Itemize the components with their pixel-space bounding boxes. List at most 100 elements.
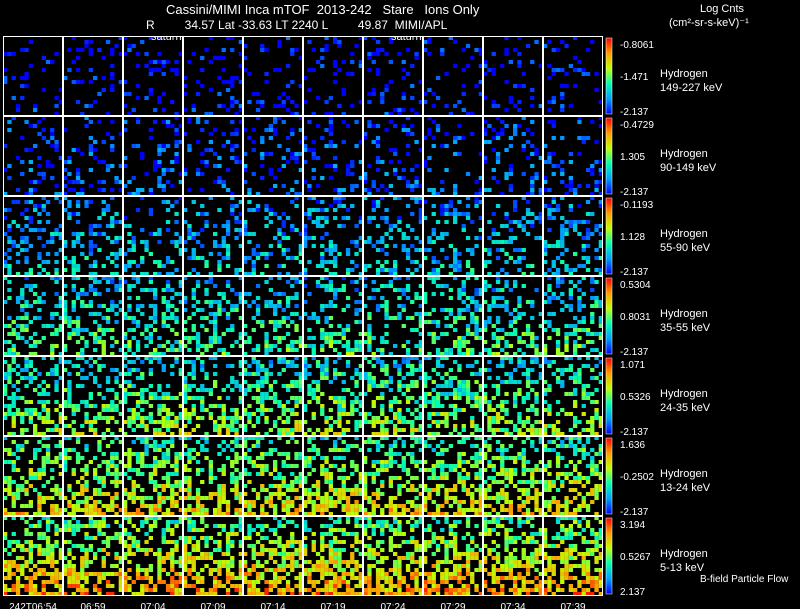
pixel — [307, 336, 312, 340]
pixel — [67, 404, 72, 408]
pixel — [71, 404, 76, 408]
pixel — [380, 384, 385, 388]
pixel — [213, 428, 218, 432]
pixel — [341, 88, 346, 92]
pixel — [238, 316, 243, 320]
pixel — [191, 200, 196, 204]
pixel — [320, 468, 325, 472]
pixel — [195, 336, 201, 340]
pixel — [281, 356, 286, 360]
pixel — [581, 136, 586, 140]
pixel — [307, 400, 312, 404]
pixel — [324, 432, 329, 436]
pixel — [573, 420, 578, 424]
pixel — [153, 232, 158, 236]
pixel — [525, 128, 531, 132]
pixel — [543, 176, 548, 180]
pixel — [7, 448, 12, 452]
pixel — [20, 248, 25, 252]
pixel — [127, 372, 132, 376]
pixel — [148, 188, 153, 192]
pixel — [243, 256, 248, 260]
pixel — [577, 288, 582, 292]
pixel — [371, 404, 376, 408]
pixel — [405, 116, 411, 120]
pixel — [277, 264, 282, 268]
pixel — [410, 436, 415, 440]
pixel — [521, 352, 526, 356]
pixel — [303, 456, 308, 460]
pixel — [75, 316, 81, 320]
pixel — [423, 48, 428, 52]
pixel — [3, 144, 8, 148]
pixel — [423, 404, 428, 408]
pixel — [135, 296, 141, 300]
pixel — [465, 388, 471, 392]
pixel — [504, 412, 509, 416]
pixel — [37, 300, 42, 304]
pixel — [414, 248, 419, 252]
pixel — [225, 232, 231, 236]
pixel — [135, 456, 141, 460]
pixel — [110, 504, 115, 508]
pixel — [105, 444, 111, 448]
image-cell — [123, 436, 183, 516]
pixel — [183, 344, 188, 348]
pixel — [551, 292, 556, 296]
colorbar — [605, 37, 613, 115]
pixel — [67, 316, 72, 320]
pixel — [478, 192, 483, 196]
pixel — [127, 240, 132, 244]
pixel — [93, 472, 98, 476]
pixel — [427, 128, 432, 132]
pixel — [401, 356, 406, 360]
pixel — [568, 364, 573, 368]
pixel — [11, 416, 16, 420]
image-cell — [243, 356, 303, 436]
pixel — [333, 72, 338, 76]
pixel — [127, 44, 132, 48]
pixel — [28, 228, 33, 232]
pixel — [577, 136, 582, 140]
pixel — [255, 344, 261, 348]
pixel — [191, 248, 196, 252]
pixel — [165, 416, 171, 420]
pixel — [423, 216, 428, 220]
pixel — [555, 48, 561, 52]
pixel — [397, 196, 402, 200]
pixel — [290, 200, 295, 204]
pixel — [487, 428, 492, 432]
pixel — [585, 200, 591, 204]
cell-border — [483, 36, 543, 116]
pixel — [131, 352, 136, 356]
pixel — [105, 388, 111, 392]
pixel — [504, 308, 509, 312]
pixel — [470, 332, 475, 336]
pixel — [238, 508, 243, 512]
pixel — [543, 392, 548, 396]
pixel — [157, 492, 162, 496]
pixel — [418, 412, 423, 416]
pixel — [530, 300, 535, 304]
pixel — [195, 116, 201, 120]
pixel — [251, 360, 256, 364]
pixel — [307, 120, 312, 124]
pixel — [328, 288, 333, 292]
pixel — [303, 464, 308, 468]
pixel — [543, 248, 548, 252]
pixel — [491, 428, 496, 432]
pixel — [513, 220, 518, 224]
pixel — [213, 328, 218, 332]
pixel — [50, 496, 55, 500]
pixel — [41, 196, 46, 200]
pixel — [277, 272, 282, 276]
pixel — [547, 188, 552, 192]
pixel — [54, 388, 59, 392]
pixel — [328, 280, 333, 284]
pixel — [478, 228, 483, 232]
pixel — [195, 340, 201, 344]
pixel — [3, 168, 8, 172]
pixel — [230, 476, 235, 480]
pixel — [594, 332, 599, 336]
pixel — [195, 168, 201, 172]
